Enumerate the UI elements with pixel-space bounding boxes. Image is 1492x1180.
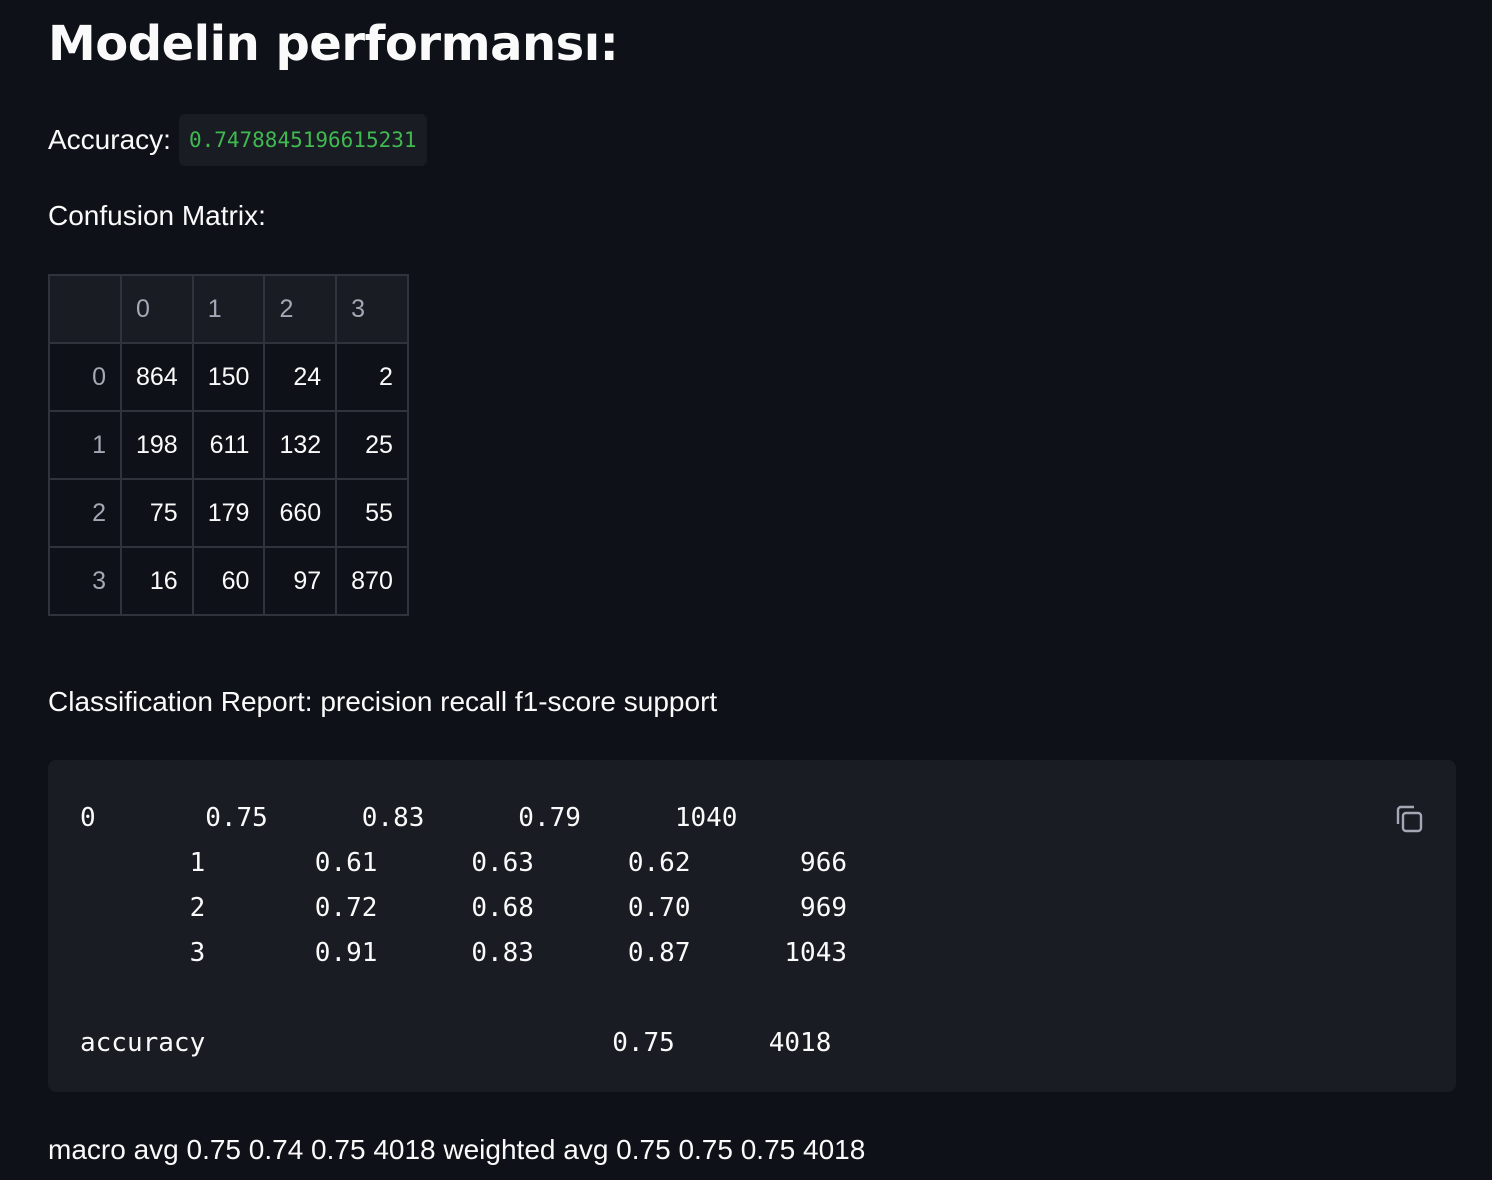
table-cell[interactable]: 150 bbox=[191, 342, 266, 412]
code-line: 1 0.61 0.63 0.62 966 bbox=[80, 848, 848, 878]
table-cell[interactable]: 132 bbox=[263, 410, 338, 480]
column-header[interactable]: 1 bbox=[191, 274, 266, 344]
table-header-row: 0 1 2 3 bbox=[48, 274, 409, 344]
code-block-text[interactable]: 0 0.75 0.83 0.79 1040 1 0.61 0.63 0.62 9… bbox=[80, 796, 847, 1066]
row-index: 1 bbox=[48, 410, 122, 480]
table-cell[interactable]: 179 bbox=[191, 478, 266, 548]
code-line: accuracy 0.75 4018 bbox=[80, 1028, 832, 1058]
row-index: 0 bbox=[48, 342, 122, 412]
classification-report-code-block: 0 0.75 0.83 0.79 1040 1 0.61 0.63 0.62 9… bbox=[48, 760, 1456, 1092]
table-cell[interactable]: 16 bbox=[120, 546, 194, 616]
table-row: 0 864 150 24 2 bbox=[48, 342, 409, 412]
confusion-matrix-table: 0 1 2 3 0 864 150 24 2 1 198 611 132 25 … bbox=[48, 274, 409, 616]
column-header[interactable]: 2 bbox=[263, 274, 338, 344]
code-line: 3 0.91 0.83 0.87 1043 bbox=[80, 938, 848, 968]
page-title: Modelin performansı: bbox=[48, 16, 619, 72]
table-cell[interactable]: 97 bbox=[263, 546, 338, 616]
table-cell[interactable]: 55 bbox=[335, 478, 409, 548]
code-line: 2 0.72 0.68 0.70 969 bbox=[80, 893, 848, 923]
row-index: 2 bbox=[48, 478, 122, 548]
copy-button[interactable] bbox=[1392, 802, 1426, 836]
table-cell[interactable]: 864 bbox=[120, 342, 194, 412]
table-cell[interactable]: 75 bbox=[120, 478, 194, 548]
table-cell[interactable]: 24 bbox=[263, 342, 338, 412]
column-header[interactable]: 3 bbox=[335, 274, 409, 344]
table-row: 2 75 179 660 55 bbox=[48, 478, 409, 548]
table-cell[interactable]: 25 bbox=[335, 410, 409, 480]
table-row: 1 198 611 132 25 bbox=[48, 410, 409, 480]
table-corner-cell bbox=[48, 274, 122, 344]
confusion-matrix-label: Confusion Matrix: bbox=[48, 200, 266, 231]
code-line: 0 0.75 0.83 0.79 1040 bbox=[80, 803, 738, 833]
table-cell[interactable]: 611 bbox=[191, 410, 266, 480]
column-header[interactable]: 0 bbox=[120, 274, 194, 344]
table-row: 3 16 60 97 870 bbox=[48, 546, 409, 616]
table-cell[interactable]: 870 bbox=[335, 546, 409, 616]
classification-report-label: Classification Report: precision recall … bbox=[48, 686, 718, 717]
table-cell[interactable]: 198 bbox=[120, 410, 194, 480]
table-cell[interactable]: 660 bbox=[263, 478, 338, 548]
accuracy-line: Accuracy: 0.7478845196615231 bbox=[48, 114, 427, 166]
averages-text: macro avg 0.75 0.74 0.75 4018 weighted a… bbox=[48, 1134, 866, 1165]
table-cell[interactable]: 60 bbox=[191, 546, 266, 616]
accuracy-value: 0.7478845196615231 bbox=[178, 114, 427, 166]
copy-icon bbox=[1396, 805, 1423, 833]
accuracy-label: Accuracy: bbox=[48, 124, 171, 155]
row-index: 3 bbox=[48, 546, 122, 616]
table-cell[interactable]: 2 bbox=[335, 342, 409, 412]
